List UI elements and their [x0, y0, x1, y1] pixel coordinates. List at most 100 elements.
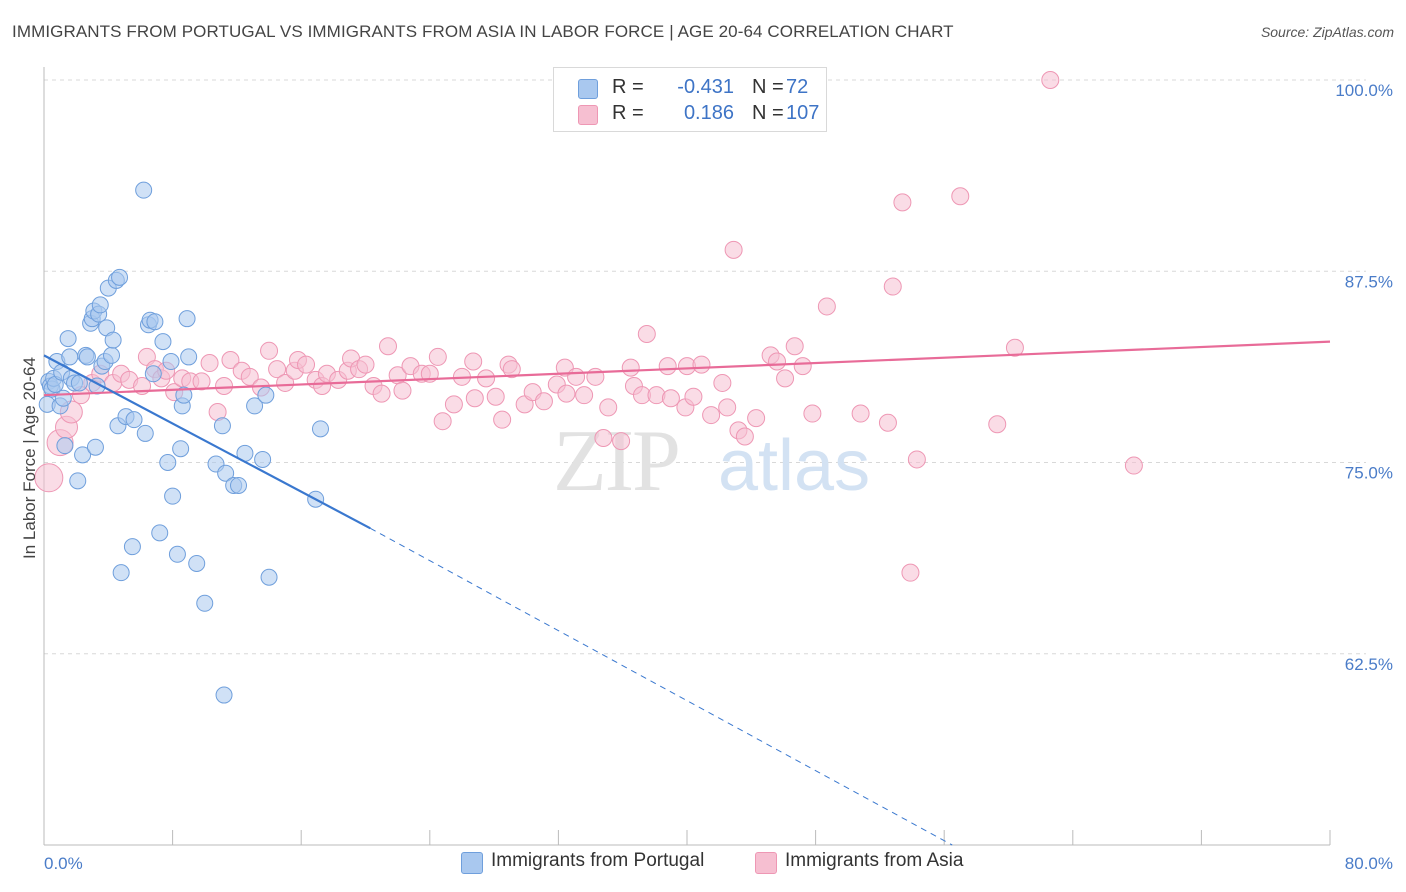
portugal-point: [154, 333, 172, 351]
asia-point: [567, 367, 586, 386]
asia-points: [34, 71, 1143, 582]
portugal-point: [146, 313, 164, 331]
asia-point: [502, 360, 521, 379]
portugal-point: [159, 454, 177, 471]
legend-n-value-asia: 107: [786, 102, 820, 124]
asia-point: [907, 450, 926, 469]
bottom-legend-swatch-asia: [755, 852, 777, 874]
portugal-point: [246, 397, 264, 415]
watermark-zip: ZIP: [553, 413, 679, 510]
asia-point: [215, 377, 234, 395]
correlation-legend: R = -0.431 N = 72 R = 0.186 N = 107: [553, 67, 827, 132]
portugal-point: [123, 538, 141, 556]
portugal-point: [135, 181, 153, 199]
asia-point: [594, 429, 613, 448]
legend-n-label: N =: [752, 102, 784, 124]
portugal-point: [213, 417, 231, 435]
portugal-point: [59, 330, 77, 348]
asia-point: [1005, 338, 1024, 357]
asia-point: [428, 347, 447, 366]
asia-point: [268, 360, 287, 379]
portugal-trend-extension: [370, 527, 953, 846]
asia-point: [684, 387, 703, 406]
chart-title: IMMIGRANTS FROM PORTUGAL VS IMMIGRANTS F…: [12, 22, 954, 41]
portugal-point: [104, 331, 122, 349]
asia-point: [393, 381, 412, 400]
portugal-point: [86, 438, 104, 456]
bottom-legend-label-asia: Immigrants from Asia: [785, 850, 964, 871]
portugal-point: [172, 440, 190, 458]
legend-r-value-portugal: -0.431: [677, 76, 734, 98]
axis-layer: [43, 67, 1331, 846]
portugal-point: [162, 353, 180, 371]
asia-point: [1124, 456, 1143, 475]
asia-point: [477, 369, 496, 388]
asia-trend-line: [43, 340, 1331, 397]
chart-source: Source: ZipAtlas.com: [1260, 24, 1394, 40]
x-tick-label: 0.0%: [44, 854, 83, 873]
portugal-point: [215, 686, 233, 704]
portugal-point: [311, 420, 329, 438]
asia-point: [557, 384, 576, 403]
watermark: ZIP atlas: [553, 413, 870, 510]
asia-point: [747, 409, 766, 428]
portugal-point: [257, 386, 275, 404]
asia-point: [851, 404, 870, 423]
portugal-point: [136, 424, 154, 442]
portugal-point: [175, 386, 193, 404]
asia-point: [464, 352, 483, 371]
legend-n-label: N =: [752, 76, 784, 98]
asia-point: [444, 395, 463, 414]
portugal-point: [217, 464, 235, 482]
asia-point: [1041, 71, 1060, 89]
asia-point: [200, 354, 219, 373]
legend-n-value-portugal: 72: [786, 76, 809, 98]
legend-swatch-asia: [578, 105, 598, 125]
legend-swatch-portugal: [578, 79, 598, 99]
portugal-trend-line: [43, 354, 371, 530]
portugal-point: [164, 487, 182, 505]
asia-point: [221, 350, 240, 369]
asia-point: [276, 373, 295, 392]
portugal-point: [91, 296, 109, 314]
asia-point: [817, 297, 836, 316]
legend-r-value-asia: 0.186: [683, 102, 734, 124]
tick-layer: 62.5% 75.0% 87.5% 100.0% 0.0% 80.0%: [44, 81, 1393, 873]
y-tick-label: 75.0%: [1345, 464, 1393, 483]
asia-point: [240, 367, 259, 386]
y-tick-label: 87.5%: [1345, 272, 1393, 291]
portugal-points: [38, 181, 329, 704]
asia-point: [803, 404, 822, 423]
asia-point: [768, 352, 787, 371]
portugal-point: [254, 450, 272, 468]
asia-point: [260, 341, 279, 360]
portugal-point: [111, 268, 129, 286]
asia-point: [776, 369, 795, 388]
asia-point: [951, 187, 970, 206]
asia-point: [724, 240, 743, 259]
asia-point: [883, 277, 902, 296]
portugal-point: [125, 411, 143, 429]
asia-point: [486, 387, 505, 406]
asia-point: [192, 372, 211, 391]
portugal-point: [56, 437, 74, 455]
portugal-point: [168, 545, 186, 563]
portugal-point: [230, 476, 248, 494]
y-axis-label: In Labor Force | Age 20-64: [20, 357, 39, 559]
asia-point: [586, 367, 605, 386]
asia-point: [893, 193, 912, 212]
portugal-point: [180, 348, 198, 366]
portugal-point: [74, 446, 92, 464]
asia-point: [34, 463, 64, 493]
legend-r-label: R =: [612, 76, 644, 98]
asia-point: [612, 432, 631, 451]
legend-r-label: R =: [612, 102, 644, 124]
asia-point: [356, 355, 375, 374]
asia-point: [785, 337, 804, 356]
asia-point: [534, 392, 553, 411]
portugal-point: [188, 554, 206, 572]
portugal-point: [196, 594, 214, 612]
asia-point: [718, 398, 737, 417]
asia-point: [599, 398, 618, 417]
asia-point: [661, 389, 680, 408]
